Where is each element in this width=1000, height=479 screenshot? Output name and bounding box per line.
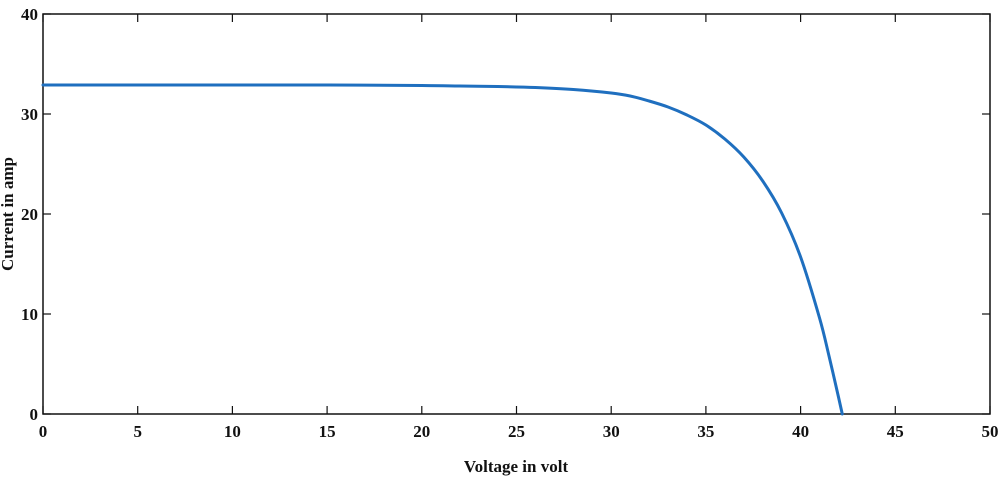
series-layer (41, 83, 844, 416)
x-tick-label: 15 (319, 422, 336, 441)
y-tick-label: 30 (21, 105, 38, 124)
y-tick-label: 10 (21, 305, 38, 324)
x-tick-label: 20 (413, 422, 430, 441)
x-tick-label: 10 (224, 422, 241, 441)
x-tick-label: 50 (982, 422, 999, 441)
y-tick-label: 20 (21, 205, 38, 224)
ticks-layer (42, 13, 991, 415)
y-tick-label: 40 (21, 5, 38, 24)
x-tick-label: 25 (508, 422, 525, 441)
x-tick-label: 0 (39, 422, 48, 441)
series-line-0 (41, 83, 844, 416)
plot-area-frame (42, 13, 991, 415)
x-tick-label: 35 (697, 422, 714, 441)
x-tick-label: 5 (133, 422, 142, 441)
tick-labels-layer: 0 5 10 15 20 25 30 35 40 45 50 0 10 20 30 40 (21, 5, 999, 441)
x-tick-label: 40 (792, 422, 809, 441)
y-axis-label: Current in amp (0, 157, 17, 271)
y-tick-label: 0 (30, 405, 39, 424)
x-tick-label: 45 (887, 422, 904, 441)
x-axis-label: Voltage in volt (464, 457, 569, 476)
x-tick-label: 30 (603, 422, 620, 441)
